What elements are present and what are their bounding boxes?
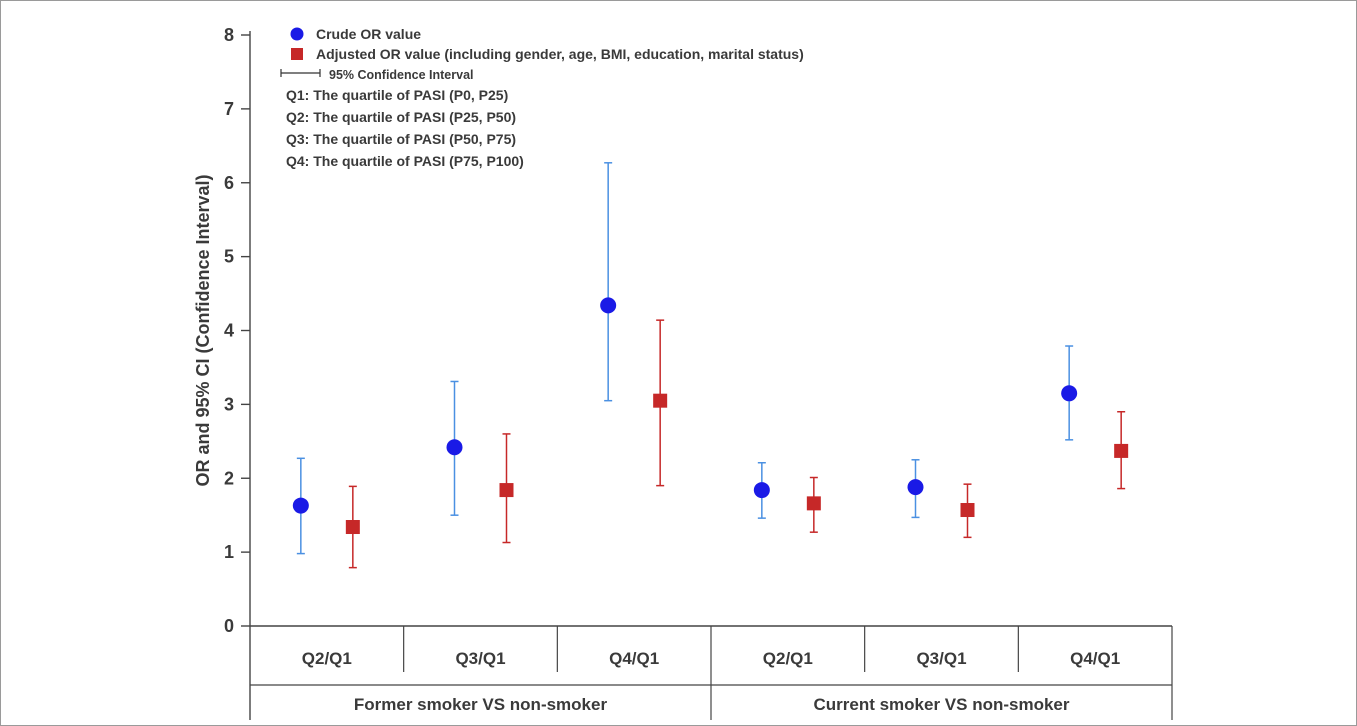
y-tick-label: 5 (224, 247, 234, 267)
crude-or-point (907, 479, 924, 496)
legend-quartile-note: Q1: The quartile of PASI (P0, P25) (286, 87, 508, 103)
x-category-label: Q4/Q1 (609, 649, 659, 668)
legend-crude-label: Crude OR value (316, 26, 421, 42)
y-tick-label: 3 (224, 394, 234, 414)
adjusted-or-point (806, 496, 821, 511)
crude-or-point (753, 482, 770, 499)
x-category-label: Q3/Q1 (455, 649, 505, 668)
adjusted-or-point (960, 503, 975, 518)
crude-or-point (292, 497, 309, 514)
legend-ci-label: 95% Confidence Interval (329, 68, 474, 82)
y-tick-label: 7 (224, 99, 234, 119)
adjusted-or-point (1114, 443, 1129, 458)
legend-adjusted-label: Adjusted OR value (including gender, age… (316, 46, 804, 62)
legend-quartile-note: Q4: The quartile of PASI (P75, P100) (286, 153, 524, 169)
legend-crude-marker (290, 27, 304, 41)
x-category-label: Q3/Q1 (916, 649, 966, 668)
y-tick-label: 4 (224, 321, 234, 341)
legend-quartile-note: Q2: The quartile of PASI (P25, P50) (286, 109, 516, 125)
adjusted-or-point (653, 393, 668, 408)
y-tick-label: 2 (224, 468, 234, 488)
group-label: Former smoker VS non-smoker (354, 695, 608, 714)
y-tick-label: 8 (224, 25, 234, 45)
group-label: Current smoker VS non-smoker (813, 695, 1069, 714)
crude-or-point (600, 297, 617, 314)
y-tick-label: 1 (224, 542, 234, 562)
y-tick-label: 0 (224, 616, 234, 636)
x-category-label: Q4/Q1 (1070, 649, 1120, 668)
y-tick-label: 6 (224, 173, 234, 193)
legend-quartile-note: Q3: The quartile of PASI (P50, P75) (286, 131, 516, 147)
x-category-label: Q2/Q1 (302, 649, 352, 668)
crude-or-point (446, 439, 463, 456)
adjusted-or-point (499, 483, 514, 498)
y-axis-title: OR and 95% CI (Confidence Interval) (193, 174, 213, 486)
adjusted-or-point (345, 520, 360, 535)
legend-adjusted-marker (291, 48, 303, 60)
crude-or-point (1061, 385, 1078, 402)
x-category-label: Q2/Q1 (763, 649, 813, 668)
